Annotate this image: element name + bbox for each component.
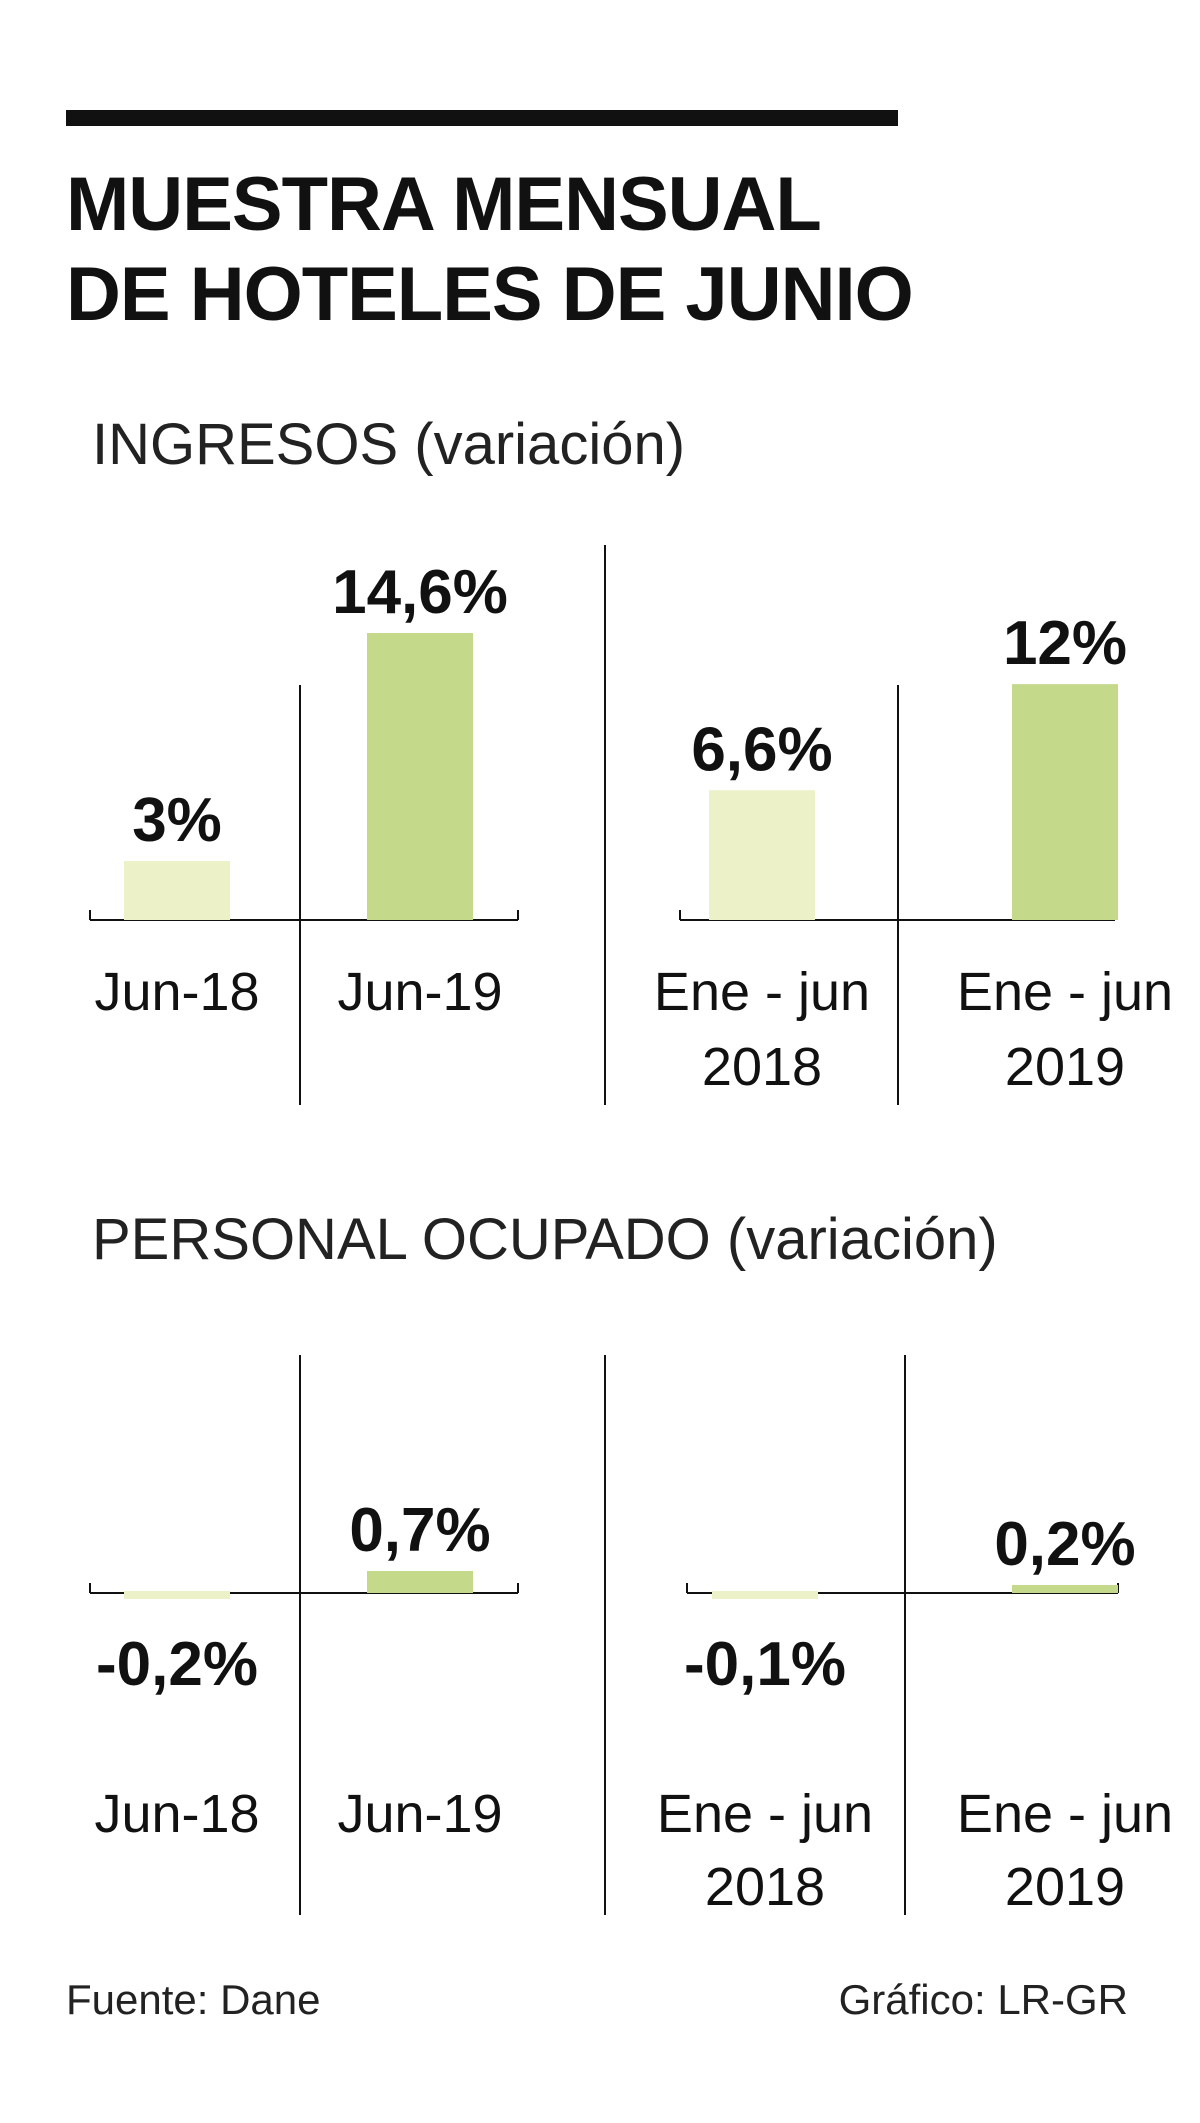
data-label: 3%	[132, 786, 222, 855]
data-label: 14,6%	[332, 558, 508, 627]
data-label: -0,2%	[96, 1630, 258, 1699]
category-label: 2018	[702, 1037, 822, 1097]
category-label: Jun-18	[94, 962, 259, 1022]
category-label: 2019	[1005, 1037, 1125, 1097]
credit-note: Gráfico: LR-GR	[838, 1976, 1128, 2023]
category-label: Ene - jun	[957, 962, 1173, 1022]
category-label: Jun-18	[94, 1784, 259, 1844]
bar	[1012, 684, 1118, 920]
source-note: Fuente: Dane	[66, 1976, 321, 2023]
bar	[367, 633, 473, 920]
data-label: 6,6%	[691, 715, 832, 784]
category-label: 2018	[705, 1857, 825, 1917]
data-label: -0,1%	[684, 1630, 846, 1699]
bar	[124, 861, 230, 920]
category-label: Ene - jun	[657, 1784, 873, 1844]
category-label: Jun-19	[337, 1784, 502, 1844]
category-label: 2019	[1005, 1857, 1125, 1917]
ingresos-section-title: INGRESOS (variación)	[92, 412, 686, 477]
bar	[712, 1591, 818, 1599]
personal-section-title: PERSONAL OCUPADO (variación)	[92, 1207, 998, 1272]
bar	[709, 790, 815, 920]
title-line-1: MUESTRA MENSUAL	[66, 162, 822, 247]
category-label: Ene - jun	[957, 1784, 1173, 1844]
category-label: Jun-19	[337, 962, 502, 1022]
title-line-2: DE HOTELES DE JUNIO	[66, 252, 914, 337]
data-label: 12%	[1003, 609, 1127, 678]
top-rule	[66, 110, 898, 126]
data-label: 0,7%	[349, 1496, 490, 1565]
bar	[367, 1571, 473, 1593]
page-title: MUESTRA MENSUAL DE HOTELES DE JUNIO	[66, 160, 1066, 340]
data-label: 0,2%	[994, 1510, 1135, 1579]
bar	[124, 1591, 230, 1599]
category-label: Ene - jun	[654, 962, 870, 1022]
bar	[1012, 1585, 1118, 1593]
